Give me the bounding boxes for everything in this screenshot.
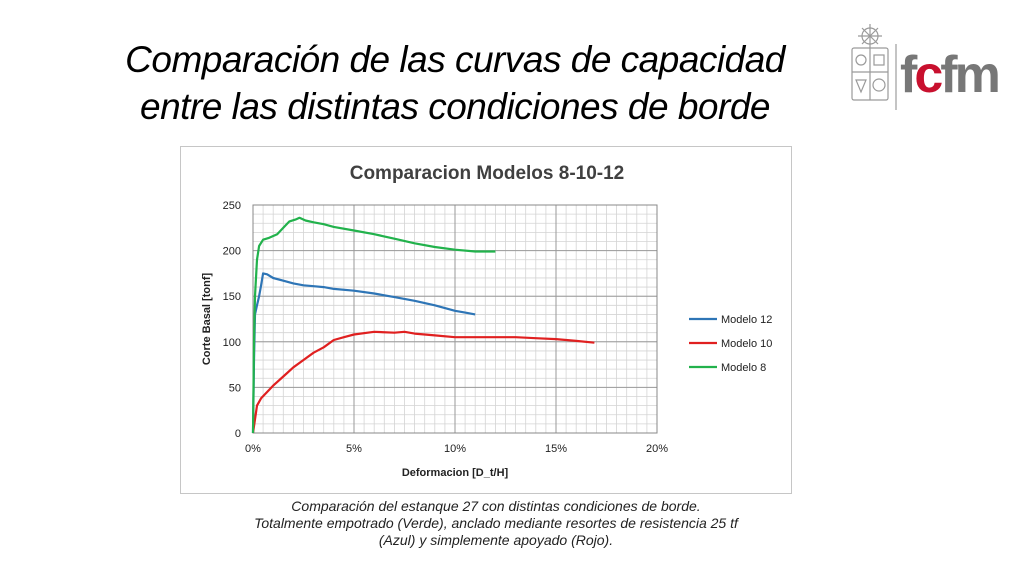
chart-legend: Modelo 12 Modelo 10 Modelo 8: [689, 314, 772, 374]
figure-caption: Comparación del estanque 27 con distinta…: [180, 498, 812, 549]
legend-label: Modelo 10: [721, 338, 772, 350]
slide-title-line-2: entre las distintas condiciones de borde: [140, 86, 770, 127]
chart-title: Comparacion Modelos 8-10-12: [350, 163, 625, 184]
slide-title-line-1: Comparación de las curvas de capacidad: [125, 39, 785, 80]
series-line-modelo-10: [251, 330, 595, 434]
y-tick-label: 250: [223, 200, 241, 212]
legend-label: Modelo 12: [721, 314, 772, 326]
chart-series: [251, 216, 595, 434]
chart-axes: 0 50 100 150 200 250 0% 5% 10% 15% 20%: [223, 200, 669, 455]
logo-graphic: fcfm: [851, 24, 1002, 110]
legend-label: Modelo 8: [721, 362, 766, 374]
chart-panel: Comparacion Modelos 8-10-12 0 50 100 150 200…: [180, 146, 792, 494]
caption-line-2: Totalmente empotrado (Verde), anclado me…: [254, 515, 738, 531]
seal-emblem: [851, 24, 889, 101]
slide-title: Comparación de las curvas de capacidad e…: [60, 36, 850, 130]
y-tick-label: 50: [229, 382, 241, 394]
logo-wordmark: fcfm: [900, 46, 999, 104]
y-tick-label: 0: [235, 428, 241, 440]
series-line-modelo-8: [251, 216, 496, 434]
university-logo: fcfm: [848, 22, 1002, 114]
y-axis-label: Corte Basal [tonf]: [201, 273, 213, 366]
y-tick-label: 200: [223, 246, 241, 258]
capacity-curve-chart: Comparacion Modelos 8-10-12 0 50 100 150 200…: [201, 163, 772, 479]
caption-line-3: (Azul) y simplemente apoyado (Rojo).: [378, 532, 614, 548]
x-tick-label: 15%: [545, 443, 567, 455]
x-axis-label: Deformacion [D_t/H]: [402, 467, 509, 479]
plot-area-border: [252, 204, 658, 434]
x-tick-label: 10%: [444, 443, 466, 455]
x-tick-label: 0%: [245, 443, 261, 455]
chart-gridlines: [252, 204, 658, 434]
x-tick-label: 5%: [346, 443, 362, 455]
caption-line-1: Comparación del estanque 27 con distinta…: [291, 498, 701, 514]
x-tick-label: 20%: [646, 443, 668, 455]
y-tick-label: 150: [223, 291, 241, 303]
series-line-modelo-12: [251, 272, 476, 434]
y-tick-label: 100: [223, 337, 241, 349]
